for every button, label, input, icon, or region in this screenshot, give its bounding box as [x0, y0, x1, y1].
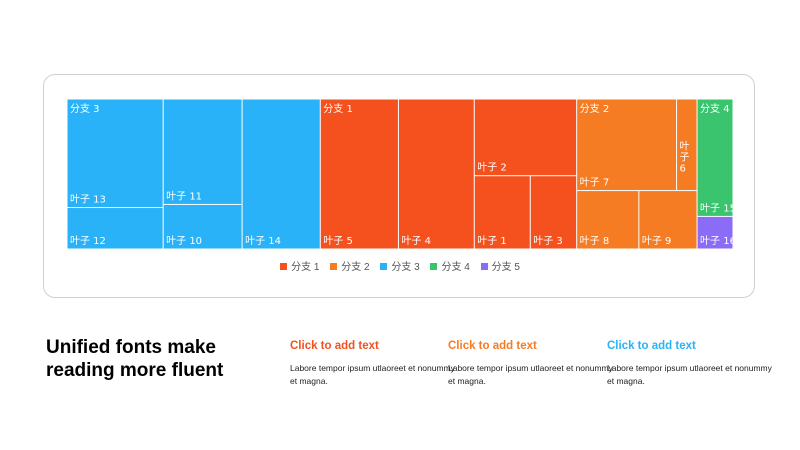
treemap-cell-叶子-5 — [320, 99, 398, 249]
treemap-label-叶子-3: 叶子 3 — [533, 235, 563, 247]
legend-swatch-1 — [280, 263, 288, 270]
treemap-cell-叶子-12 — [67, 208, 163, 249]
legend-label-3: 分支 3 — [391, 262, 420, 273]
treemap-label-叶子-9: 叶子 9 — [642, 235, 672, 247]
legend-swatch-3 — [380, 263, 388, 270]
treemap-label-叶子-1: 叶子 1 — [477, 235, 507, 247]
column-3-title[interactable]: Click to add text — [607, 340, 696, 352]
treemap-cell-叶子-9 — [639, 191, 697, 249]
legend-label-4: 分支 4 — [441, 262, 470, 273]
treemap-cell-叶子-4 — [398, 99, 474, 249]
treemap-label-叶子-5: 叶子 5 — [323, 235, 353, 247]
legend-item-branch-3: 分支 3 — [380, 258, 420, 273]
legend-item-branch-4: 分支 4 — [430, 258, 470, 273]
treemap-cell-叶子-8 — [577, 191, 639, 249]
treemap-cell-叶子-6 — [677, 99, 697, 191]
treemap-label-叶子-4: 叶子 4 — [401, 235, 431, 247]
treemap-cell-叶子-11 — [163, 99, 242, 204]
legend-item-branch-1: 分支 1 — [280, 258, 319, 273]
treemap-label-叶子-14: 叶子 14 — [245, 235, 281, 247]
column-2-body: Labore tempor ipsum utlaoreet et nonummy… — [448, 363, 613, 386]
treemap-branch-label-分支-2: 分支 2 — [580, 103, 610, 115]
legend-label-1: 分支 1 — [291, 262, 320, 273]
legend-item-branch-5: 分支 5 — [480, 258, 520, 273]
column-1-title[interactable]: Click to add text — [290, 340, 379, 352]
column-1-body: Labore tempor ipsum utlaoreet et nonummy… — [290, 363, 455, 386]
treemap-label-叶子-8: 叶子 8 — [580, 235, 610, 247]
text-column-2: Click to add text Labore tempor ipsum ut… — [448, 340, 613, 388]
treemap-label-叶子-7: 叶子 7 — [580, 177, 610, 189]
headline-line-1: Unified fonts make — [46, 337, 216, 358]
treemap-chart: 叶子 13 叶子 12 叶子 11 叶子 10 叶子 14 叶子 5 叶子 4 叶子 2 叶子 … — [67, 99, 736, 249]
treemap-label-叶子-6: 叶子 6 — [680, 141, 690, 175]
treemap-cell-叶子-10 — [163, 204, 242, 249]
legend-swatch-4 — [430, 263, 438, 270]
legend-swatch-5 — [480, 263, 488, 270]
treemap-label-叶子-11: 叶子 11 — [166, 190, 202, 202]
text-column-3: Click to add text Labore tempor ipsum ut… — [607, 340, 772, 388]
headline: Unified fonts make reading more fluent — [46, 336, 276, 382]
treemap-label-叶子-12: 叶子 12 — [70, 235, 106, 247]
treemap-cell-叶子-1 — [474, 176, 530, 249]
treemap-label-叶子-2: 叶子 2 — [477, 162, 507, 174]
treemap-branch-label-分支-1: 分支 1 — [323, 103, 353, 115]
treemap-cell-叶子-15 — [697, 99, 733, 216]
text-column-1: Click to add text Labore tempor ipsum ut… — [290, 340, 455, 388]
treemap-branch-label-分支-4: 分支 4 — [700, 103, 730, 115]
treemap-cell-叶子-3 — [530, 176, 577, 249]
legend-label-2: 分支 2 — [341, 262, 370, 273]
treemap-cell-叶子-13 — [67, 99, 163, 208]
headline-line-2: reading more fluent — [46, 360, 224, 381]
column-3-body: Labore tempor ipsum utlaoreet et nonummy… — [607, 363, 772, 386]
treemap-cell-叶子-7 — [577, 99, 677, 191]
treemap-branch-label-分支-3: 分支 3 — [70, 103, 100, 115]
treemap-cell-叶子-2 — [474, 99, 577, 176]
treemap-cell-叶子-16 — [697, 216, 733, 249]
chart-legend: 分支 1 分支 2 分支 3 分支 4 分支 5 — [0, 258, 800, 273]
column-2-title[interactable]: Click to add text — [448, 340, 537, 352]
legend-item-branch-2: 分支 2 — [330, 258, 370, 273]
treemap-cell-叶子-14 — [242, 99, 320, 249]
legend-label-5: 分支 5 — [491, 262, 520, 273]
treemap-label-叶子-10: 叶子 10 — [166, 235, 202, 247]
treemap-label-叶子-13: 叶子 13 — [70, 194, 106, 206]
treemap-label-叶子-15: 叶子 15 — [700, 202, 736, 214]
legend-swatch-2 — [330, 263, 338, 270]
treemap-label-叶子-16: 叶子 16 — [700, 235, 736, 247]
